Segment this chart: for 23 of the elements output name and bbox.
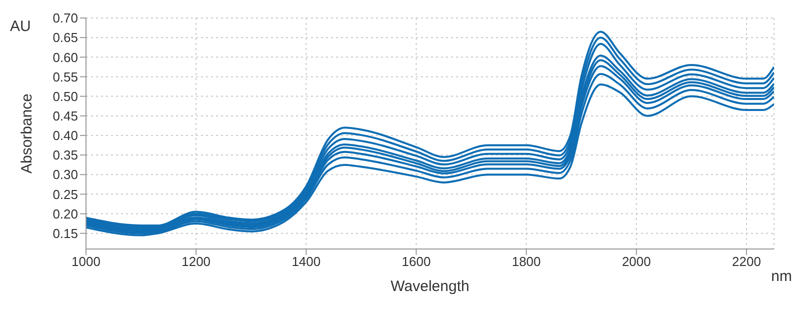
x-tick-label: 1000 xyxy=(72,254,100,270)
y-axis-title: Absorbance xyxy=(18,93,36,174)
x-tick-label: 1400 xyxy=(292,254,321,270)
x-tick-label: 1200 xyxy=(182,254,211,270)
x-tick-label: 1600 xyxy=(402,254,431,270)
y-tick-label: 0.45 xyxy=(52,108,78,124)
x-axis-title: Wavelength xyxy=(390,278,470,295)
y-tick-label: 0.70 xyxy=(52,10,78,26)
x-tick-label: 1800 xyxy=(512,254,541,270)
y-tick-label: 0.30 xyxy=(52,167,78,182)
y-tick-label: 0.15 xyxy=(52,226,78,241)
x-tick-label: 2200 xyxy=(732,254,761,270)
y-tick-label: 0.60 xyxy=(52,50,78,65)
y-tick-label: 0.55 xyxy=(52,69,78,84)
y-tick-label: 0.20 xyxy=(52,206,78,222)
y-tick-label: 0.25 xyxy=(52,186,78,202)
y-tick-label: 0.40 xyxy=(52,128,78,144)
x-tick-label: 2000 xyxy=(622,254,651,270)
text: nm xyxy=(771,268,792,285)
y-tick-label: 0.35 xyxy=(52,148,78,163)
y-tick-label: 0.50 xyxy=(52,88,78,104)
y-tick-label: 0.65 xyxy=(52,30,78,46)
text: AU xyxy=(10,18,31,35)
